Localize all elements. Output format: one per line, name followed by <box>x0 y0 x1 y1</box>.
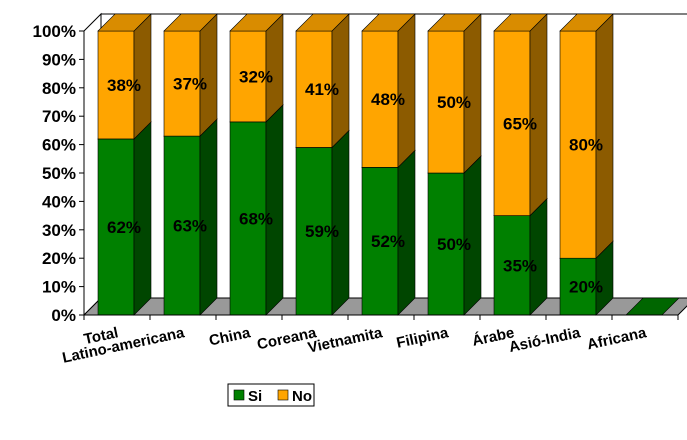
data-label-no: 80% <box>569 136 603 155</box>
legend-swatch <box>277 389 289 401</box>
bar-no-top <box>427 13 482 32</box>
y-axis: 0% 10% 20% 30% 40% 50% 60% 70% 80% 90% 100% <box>33 22 85 325</box>
x-tick-label: Total <box>82 324 119 348</box>
x-tick-label: Vietnamita <box>306 324 384 356</box>
bar-no <box>229 13 284 123</box>
data-label-si: 35% <box>503 256 537 275</box>
legend-box <box>227 383 315 407</box>
data-label-no: 65% <box>503 114 537 133</box>
y-tick-label: 100% <box>33 22 76 41</box>
x-tick-label: Latino-americana <box>61 324 187 367</box>
data-label-no: 38% <box>107 76 141 95</box>
bar-no-top <box>559 13 614 32</box>
data-label-no: 50% <box>437 93 471 112</box>
bar-no <box>97 13 152 140</box>
bar-no <box>295 13 350 149</box>
bar-no-front <box>493 30 531 216</box>
bar-si-front <box>427 172 465 316</box>
data-label-si: 59% <box>305 222 339 241</box>
data-label-si: 68% <box>239 209 273 228</box>
data-label-no: 41% <box>305 80 339 99</box>
bar-no-top <box>493 13 548 32</box>
legend-swatch <box>233 389 245 401</box>
y-tick-label: 90% <box>42 50 76 69</box>
bar-si-front <box>559 257 597 316</box>
legend-label: No <box>292 388 312 405</box>
bar-no-top <box>97 13 152 32</box>
data-label-si: 63% <box>173 217 207 236</box>
y-tick-label: 10% <box>42 278 76 297</box>
bar-no-front <box>559 30 597 259</box>
data-label-no: 48% <box>371 90 405 109</box>
bar-no-front <box>97 30 135 140</box>
bar-no <box>361 13 416 169</box>
data-label-si: 20% <box>569 278 603 297</box>
data-label-no: 32% <box>239 67 273 86</box>
bar-si <box>427 155 482 316</box>
y-tick-label: 80% <box>42 79 76 98</box>
legend: Si No <box>227 383 315 407</box>
bar-si-front <box>229 121 267 316</box>
bar-no-front <box>295 30 333 148</box>
x-tick-label: Filipina <box>395 324 451 352</box>
bar-no <box>493 13 548 217</box>
bar-no-top <box>163 13 218 32</box>
bar-no <box>427 13 482 174</box>
bar-no-top <box>361 13 416 32</box>
y-tick-label: 0% <box>51 306 76 325</box>
bar-no-top <box>295 13 350 32</box>
bar-si <box>361 149 416 316</box>
bars <box>97 13 680 316</box>
y-tick-label: 30% <box>42 221 76 240</box>
bar-no-front <box>427 30 465 174</box>
y-tick-label: 20% <box>42 249 76 268</box>
bar-si-front <box>295 147 333 316</box>
x-tick-label: Asió-India <box>507 324 582 356</box>
bar-si-front <box>361 167 399 316</box>
bar-no <box>163 13 218 137</box>
legend-label: Si <box>248 388 262 405</box>
bar-no-front <box>229 30 267 123</box>
y-tick-label: 50% <box>42 164 76 183</box>
data-label-si: 62% <box>107 218 141 237</box>
data-label-si: 52% <box>371 232 405 251</box>
bar-no-top <box>229 13 284 32</box>
bar-no-front <box>163 30 201 137</box>
y-tick-label: 60% <box>42 136 76 155</box>
bar-no-front <box>361 30 399 168</box>
y-tick-label: 70% <box>42 107 76 126</box>
data-labels: 62% 38% 63% 37% 68% 32% 59% 41% 52% 48% 50% 50% 35% 6… <box>107 67 603 296</box>
data-label-si: 50% <box>437 235 471 254</box>
x-tick-label: China <box>208 324 253 349</box>
bar-no <box>559 13 614 259</box>
data-label-no: 37% <box>173 75 207 94</box>
x-tick-label: Africana <box>586 324 649 353</box>
bar-si-front <box>163 135 201 316</box>
y-tick-label: 40% <box>42 192 76 211</box>
